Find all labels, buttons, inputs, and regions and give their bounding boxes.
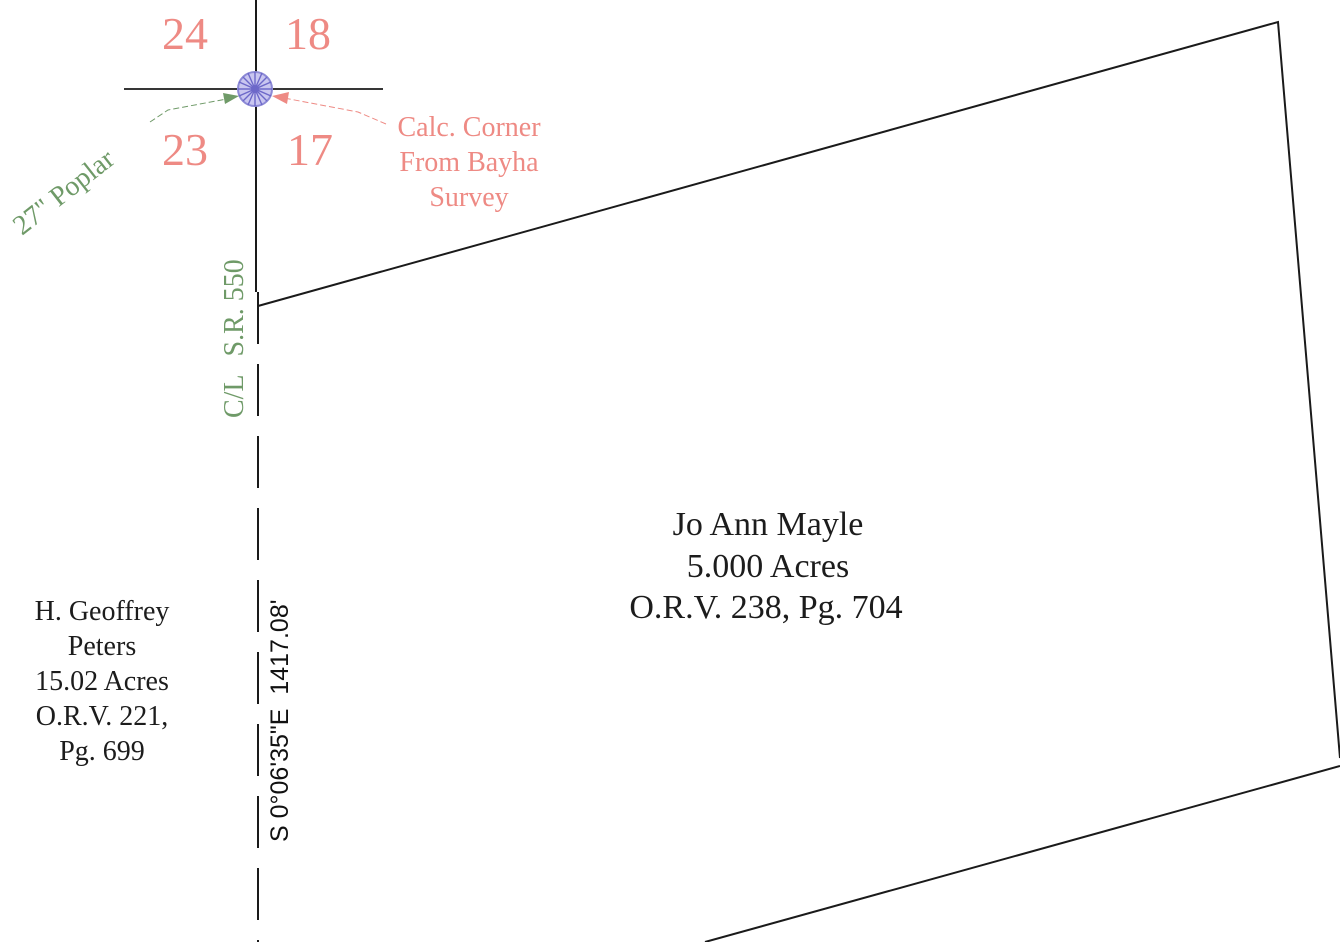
section-number-17: 17 — [287, 124, 333, 175]
parcel-boundary-south — [704, 765, 1340, 942]
adjacent-owner-line-2: Peters — [68, 631, 136, 662]
calc-corner-leader-line — [283, 97, 387, 125]
adjacent-deed-record-line-1: O.R.V. 221, — [36, 701, 169, 732]
road-label-cl: C/L — [219, 375, 250, 418]
poplar-leader-line — [149, 97, 233, 123]
monument-icon — [237, 71, 273, 107]
parcel-boundary — [257, 20, 1340, 759]
parcel-owner-name: Jo Ann Mayle — [673, 506, 864, 543]
section-number-18: 18 — [285, 8, 331, 59]
adjacent-deed-record-line-2: Pg. 699 — [59, 736, 145, 767]
calc-corner-note-line-1: Calc. Corner — [397, 112, 541, 143]
parcel-deed-record: O.R.V. 238, Pg. 704 — [629, 589, 902, 626]
section-number-24: 24 — [162, 8, 208, 59]
poplar-tree-label: 27" Poplar — [7, 143, 121, 241]
calc-corner-note-line-3: Survey — [429, 182, 508, 213]
parcel-acreage: 5.000 Acres — [687, 548, 849, 585]
calc-corner-arrow-icon — [272, 92, 289, 104]
adjacent-owner-line-1: H. Geoffrey — [35, 596, 170, 627]
road-label-route: S.R. 550 — [219, 259, 250, 356]
poplar-arrow-icon — [223, 93, 239, 104]
section-number-23: 23 — [162, 124, 208, 175]
calc-corner-note-line-2: From Bayha — [399, 147, 539, 178]
road-centerline-label: C/L S.R. 550 — [219, 259, 250, 418]
adjacent-acreage: 15.02 Acres — [35, 666, 169, 697]
bearing-distance-label: S 0°06'35"E 1417.08' — [266, 600, 294, 843]
